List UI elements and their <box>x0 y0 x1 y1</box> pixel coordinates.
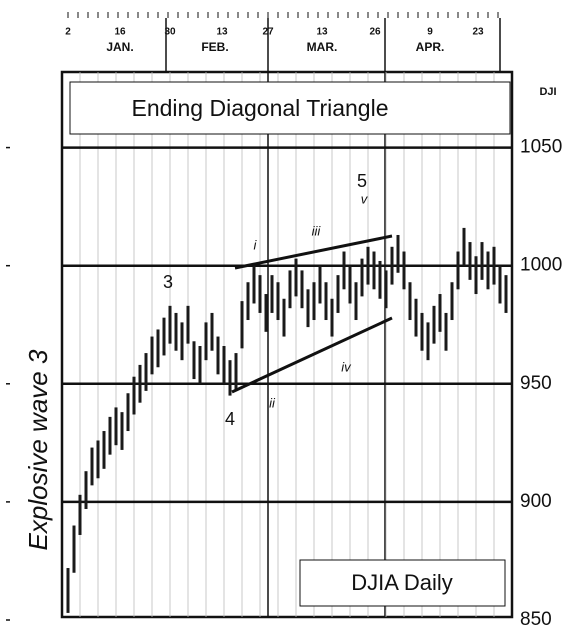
wave-label: 5 <box>357 171 367 191</box>
title-box <box>69 81 511 135</box>
y-axis-label: DJI <box>539 86 556 98</box>
wave-label: 4 <box>225 409 235 429</box>
date-tick-label: 23 <box>472 27 484 38</box>
side-annotation: Explosive wave 3 <box>23 349 53 550</box>
y-tick-label: 950 <box>520 373 552 394</box>
y-tick-label: 850 <box>520 609 552 630</box>
date-tick-label: 16 <box>114 27 126 38</box>
month-label: JAN. <box>106 40 133 54</box>
y-tick-label: 1000 <box>520 255 562 276</box>
date-tick-label: 26 <box>369 27 381 38</box>
plot-frame <box>60 70 514 619</box>
month-label: FEB. <box>201 40 228 54</box>
lower-trendline <box>231 316 393 394</box>
upper-trendline <box>234 234 393 270</box>
y-tick-label: 900 <box>520 491 552 512</box>
date-tick-label: 13 <box>316 27 328 38</box>
date-tick-label: 13 <box>216 27 228 38</box>
series-box <box>299 559 506 607</box>
wave-label: ii <box>269 395 276 410</box>
wave-label: iv <box>341 359 352 374</box>
month-label: APR. <box>416 40 445 54</box>
wave-label: v <box>361 191 369 206</box>
y-tick-label: 1050 <box>520 137 562 158</box>
wave-label: iii <box>312 223 322 238</box>
bars <box>66 227 508 613</box>
wave-label: i <box>254 237 258 252</box>
series-label: DJIA Daily <box>351 570 452 595</box>
date-tick-label: 30 <box>164 27 176 38</box>
date-tick-label: 2 <box>65 27 71 38</box>
chart-title: Ending Diagonal Triangle <box>131 95 388 121</box>
date-tick-label: 27 <box>262 27 274 38</box>
month-label: MAR. <box>307 40 338 54</box>
date-tick-label: 9 <box>427 27 433 38</box>
wave-label: 3 <box>163 272 173 292</box>
